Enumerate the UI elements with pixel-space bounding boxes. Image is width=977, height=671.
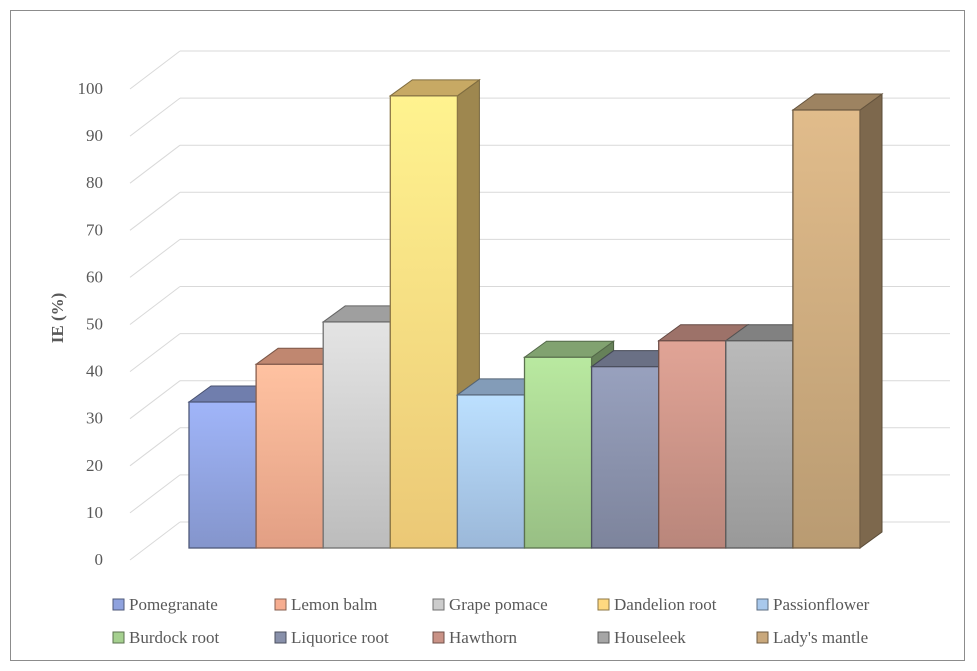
legend-swatch	[112, 631, 125, 644]
y-tick-label: 80	[86, 173, 103, 192]
legend-swatch	[432, 598, 445, 611]
legend-label: Pomegranate	[129, 595, 218, 614]
gridline	[129, 50, 950, 90]
bar-front	[523, 356, 593, 549]
bar-passionflower	[455, 378, 549, 549]
legend-label: Lady's mantle	[773, 628, 868, 647]
legend-item: Grape pomace	[432, 595, 548, 614]
legend-item: Burdock root	[112, 628, 219, 647]
bar-front	[590, 366, 660, 549]
bar-front	[725, 340, 794, 549]
y-tick-label: 100	[78, 79, 104, 98]
bar-lady-s-mantle	[791, 92, 884, 549]
legend-swatch	[597, 598, 610, 611]
bar-front	[322, 321, 391, 549]
legend-item: Lemon balm	[274, 595, 377, 614]
y-tick-label: 50	[86, 315, 103, 334]
legend-swatch	[756, 598, 769, 611]
bar-lemon-balm	[254, 347, 347, 549]
bars	[187, 78, 884, 549]
chart-frame	[10, 10, 965, 661]
y-tick-label: 60	[86, 267, 103, 286]
legend-item: Dandelion root	[597, 595, 717, 614]
legend-item: Houseleek	[597, 628, 686, 647]
legend-swatch	[274, 631, 287, 644]
legend-label: Burdock root	[129, 628, 219, 647]
legend-item: Lady's mantle	[756, 628, 868, 647]
bar-dandelion-root	[388, 78, 481, 549]
legend-label: Hawthorn	[449, 628, 517, 647]
legend-label: Lemon balm	[291, 595, 377, 614]
legend-label: Passionflower	[773, 595, 870, 614]
y-tick-label: 20	[86, 456, 103, 475]
bar-front	[658, 340, 727, 549]
bar-grape-pomace	[321, 305, 414, 549]
legend-item: Hawthorn	[432, 628, 517, 647]
legend-item: Passionflower	[756, 595, 870, 614]
y-axis: 0 10 20 30 40 50 60 70 80 90 100	[78, 79, 104, 569]
bar-side	[859, 92, 883, 549]
y-tick-label: 70	[86, 220, 103, 239]
bar-front	[255, 363, 324, 549]
legend-item: Liquorice root	[274, 628, 389, 647]
y-tick-label: 0	[95, 550, 104, 569]
legend-label: Dandelion root	[614, 595, 717, 614]
legend-swatch	[274, 598, 287, 611]
legend-swatch	[112, 598, 125, 611]
y-tick-label: 40	[86, 362, 103, 381]
legend-label: Liquorice root	[291, 628, 389, 647]
y-axis-title: IE (%)	[48, 293, 67, 344]
bar-houseleek	[724, 324, 817, 549]
legend-item: Pomegranate	[112, 595, 218, 614]
y-tick-label: 90	[86, 126, 103, 145]
bar-front	[792, 109, 861, 549]
bar-front	[188, 401, 257, 549]
legend-swatch	[756, 631, 769, 644]
y-tick-label: 30	[86, 409, 103, 428]
legend-label: Grape pomace	[449, 595, 548, 614]
legend-swatch	[597, 631, 610, 644]
y-tick-label: 10	[86, 503, 103, 522]
bar-front	[456, 394, 526, 549]
legend: Pomegranate Lemon balm Grape pomace Dandeli…	[112, 595, 870, 647]
bar-front	[389, 95, 459, 549]
legend-label: Houseleek	[614, 628, 686, 647]
bar-side	[456, 78, 480, 396]
legend-swatch	[432, 631, 445, 644]
